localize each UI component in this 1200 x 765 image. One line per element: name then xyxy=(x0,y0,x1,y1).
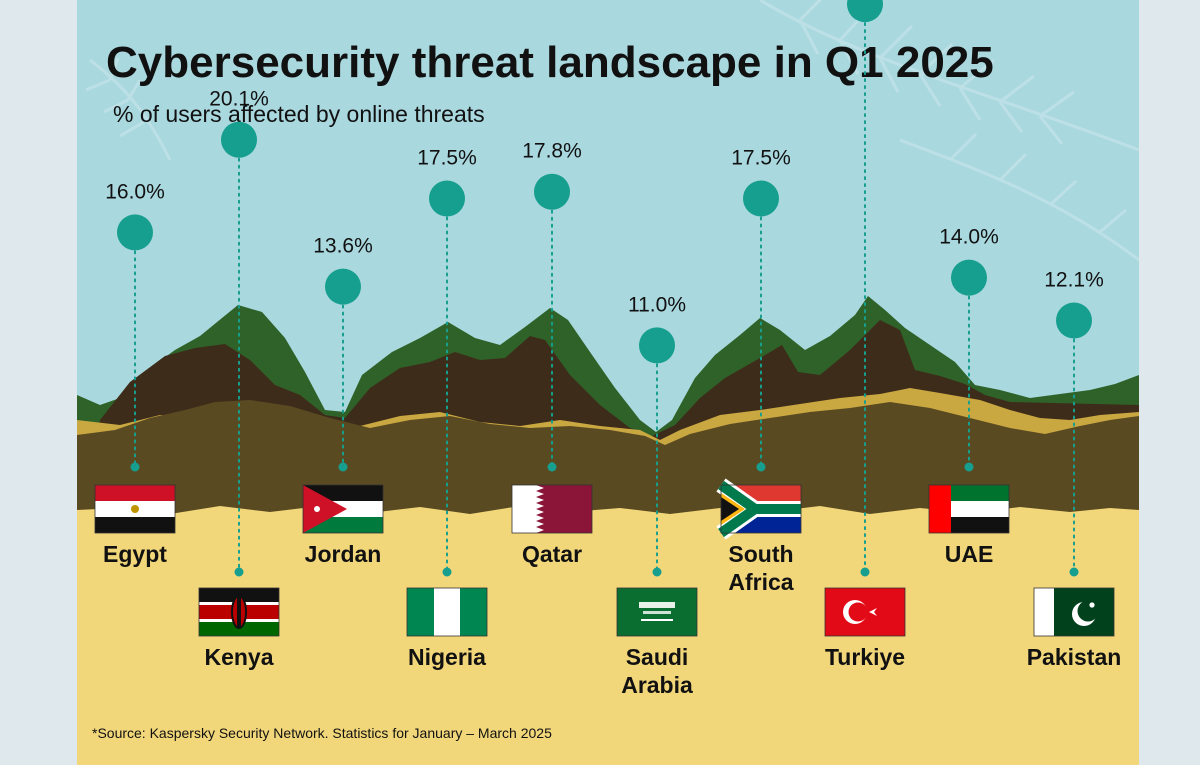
qatar-flag-icon xyxy=(511,484,593,534)
value-label-kenya: 20.1% xyxy=(209,88,269,111)
line-end-dot-turkiye xyxy=(860,567,870,577)
pakistan-flag-icon xyxy=(1033,587,1115,637)
chart-title: Cybersecurity threat landscape in Q1 202… xyxy=(106,38,994,87)
value-marker-pakistan xyxy=(1056,302,1092,339)
jordan-flag-icon xyxy=(302,484,384,534)
country-name-jordan: Jordan xyxy=(305,541,382,567)
turkiye-flag-icon xyxy=(824,587,906,637)
value-label-nigeria: 17.5% xyxy=(417,147,477,170)
line-end-dot-qatar xyxy=(547,462,557,472)
chart-subtitle: % of users affected by online threats xyxy=(113,101,485,127)
line-end-dot-jordan xyxy=(338,462,348,472)
country-name-egypt: Egypt xyxy=(103,541,167,567)
value-label-saudi-arabia: 11.0% xyxy=(628,293,686,316)
line-end-dot-kenya xyxy=(234,567,244,577)
country-name-south-africa-line1: South xyxy=(728,541,793,567)
value-label-south-africa: 17.5% xyxy=(731,147,791,170)
line-end-dot-nigeria xyxy=(442,567,452,577)
uae-flag-icon xyxy=(928,484,1010,534)
country-name-nigeria: Nigeria xyxy=(408,644,486,670)
value-label-jordan: 13.6% xyxy=(313,235,373,258)
country-name-turkiye: Turkiye xyxy=(825,644,905,670)
value-markers xyxy=(117,0,1092,577)
value-marker-nigeria xyxy=(429,180,465,217)
value-marker-south-africa xyxy=(743,180,779,217)
palm-leaf-decoration xyxy=(85,0,1139,262)
sand-ground xyxy=(77,506,1139,765)
value-labels: 16.0%20.1%13.6%17.5%17.8%11.0%17.5%26.1%… xyxy=(105,88,1104,317)
dotted-lines xyxy=(134,22,1075,573)
value-label-egypt: 16.0% xyxy=(105,180,165,203)
line-end-dot-egypt xyxy=(130,462,140,472)
south-africa-flag-icon xyxy=(716,478,802,540)
kenya-flag-icon xyxy=(198,587,280,637)
line-end-dot-saudi-arabia xyxy=(652,567,662,577)
value-marker-uae xyxy=(951,259,987,296)
saudi-arabia-flag-icon xyxy=(616,587,698,637)
value-marker-turkiye xyxy=(847,0,883,23)
nigeria-flag-icon xyxy=(406,587,488,637)
line-end-dot-south-africa xyxy=(756,462,766,472)
country-name-qatar: Qatar xyxy=(522,541,582,567)
value-label-qatar: 17.8% xyxy=(522,140,582,163)
country-name-saudi-arabia-line1: Saudi xyxy=(626,644,689,670)
country-name-uae: UAE xyxy=(945,541,994,567)
value-label-uae: 14.0% xyxy=(939,226,999,249)
line-end-dot-uae xyxy=(964,462,974,472)
value-marker-kenya xyxy=(221,121,257,158)
value-marker-saudi-arabia xyxy=(639,327,675,364)
value-marker-qatar xyxy=(534,173,570,210)
country-name-kenya: Kenya xyxy=(204,644,273,670)
country-name-saudi-arabia-line2: Arabia xyxy=(621,672,693,698)
value-marker-egypt xyxy=(117,214,153,251)
value-marker-jordan xyxy=(325,268,361,305)
country-flags xyxy=(94,478,1115,637)
country-name-pakistan: Pakistan xyxy=(1027,644,1122,670)
country-name-south-africa-line2: Africa xyxy=(728,569,793,595)
line-end-dot-pakistan xyxy=(1069,567,1079,577)
source-note: *Source: Kaspersky Security Network. Sta… xyxy=(92,725,552,741)
egypt-flag-icon xyxy=(94,484,176,534)
value-label-pakistan: 12.1% xyxy=(1044,269,1104,292)
